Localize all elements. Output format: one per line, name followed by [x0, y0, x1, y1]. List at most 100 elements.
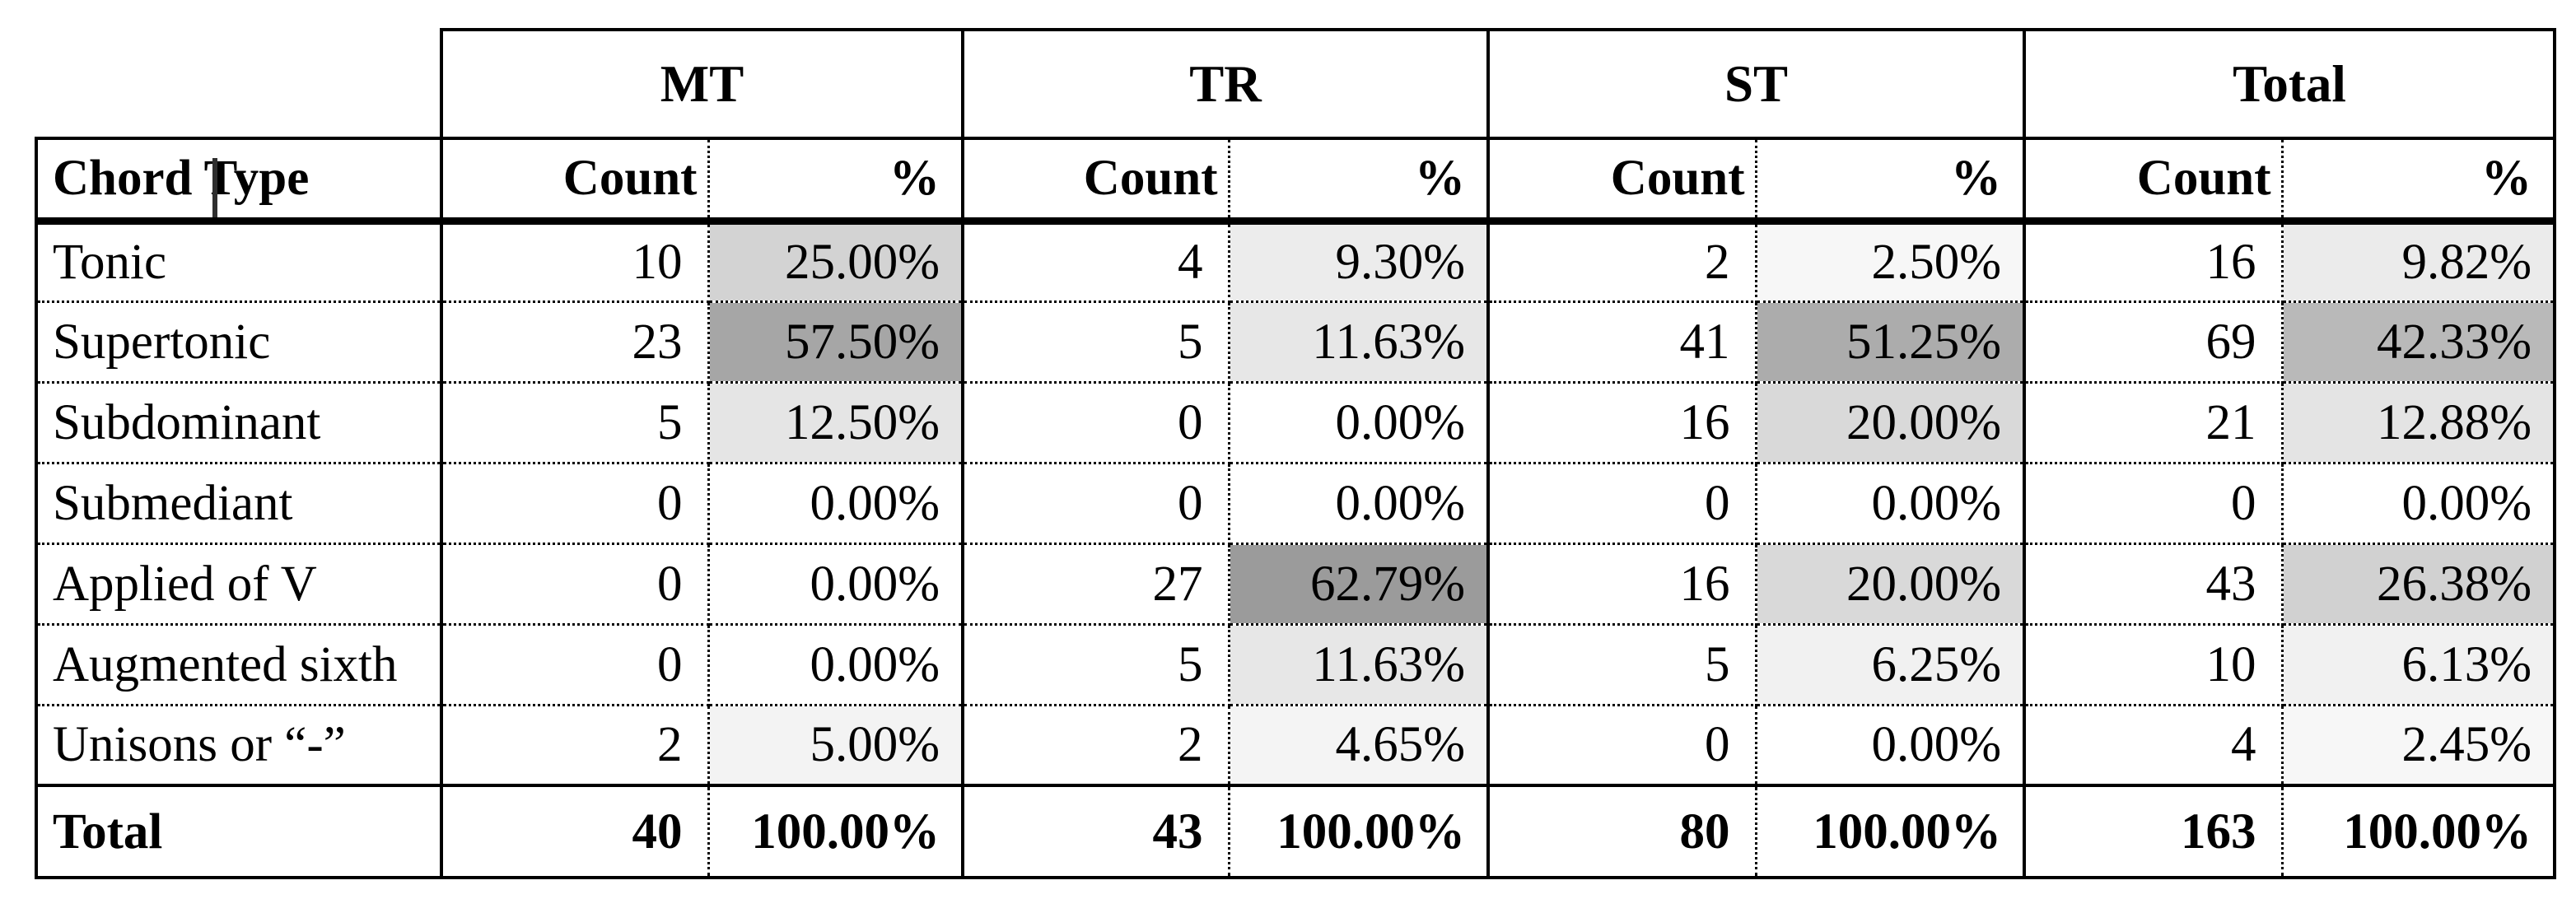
count-cell: 69 [2024, 301, 2284, 384]
row-label: Augmented sixth [35, 624, 443, 706]
chord-type-frequency-table: MT TR ST Total Chord Type Count % Count … [35, 28, 2557, 879]
percent-cell: 4.65% [1229, 705, 1491, 787]
percent-cell: 0.00% [708, 463, 965, 545]
count-cell: 2 [441, 705, 710, 787]
count-cell: 0 [963, 463, 1230, 545]
count-cell: 0 [963, 382, 1230, 464]
group-header-st: ST [1486, 28, 2027, 140]
count-cell: 41 [1488, 301, 1757, 384]
count-cell: 0 [441, 624, 710, 706]
corner-empty-cell [36, 30, 441, 138]
percent-cell: 26.38% [2282, 543, 2557, 626]
group-header-row: MT TR ST Total [36, 28, 2557, 140]
percent-cell: 20.00% [1756, 543, 2027, 626]
count-cell: 4 [963, 221, 1230, 303]
count-cell: 16 [2024, 221, 2284, 303]
row-label: Subdominant [35, 382, 443, 464]
st-percent-header: % [1756, 137, 2027, 225]
percent-cell: 42.33% [2282, 301, 2557, 384]
percent-cell: 0.00% [708, 543, 965, 626]
tr-percent-header: % [1229, 137, 1491, 225]
count-cell: 5 [963, 301, 1230, 384]
percent-cell: 51.25% [1756, 301, 2027, 384]
total-count-header: Count [2024, 137, 2284, 225]
percent-cell: 11.63% [1229, 624, 1491, 706]
count-cell: 27 [963, 543, 1230, 626]
percent-cell: 0.00% [1229, 463, 1491, 545]
total-row: Total 40 100.00% 43 100.00% 80 100.00% 1… [35, 784, 2557, 879]
percent-cell: 0.00% [1229, 382, 1491, 464]
total-percent-cell: 100.00% [2282, 784, 2557, 879]
mt-percent-header: % [708, 137, 965, 225]
total-percent-cell: 100.00% [1756, 784, 2027, 879]
total-count-cell: 40 [441, 784, 710, 879]
row-label: Supertonic [35, 301, 443, 384]
percent-cell: 6.25% [1756, 624, 2027, 706]
percent-cell: 2.50% [1756, 221, 2027, 303]
total-count-cell: 80 [1488, 784, 1757, 879]
mt-count-header: Count [441, 137, 710, 225]
total-count-cell: 163 [2024, 784, 2284, 879]
count-cell: 0 [441, 543, 710, 626]
count-cell: 4 [2024, 705, 2284, 787]
count-cell: 5 [963, 624, 1230, 706]
percent-cell: 5.00% [708, 705, 965, 787]
group-header-total: Total [2023, 28, 2557, 140]
tr-count-header: Count [963, 137, 1230, 225]
total-count-cell: 43 [963, 784, 1230, 879]
text-cursor [212, 158, 217, 213]
table-row: Augmented sixth 0 0.00% 5 11.63% 5 6.25%… [35, 624, 2557, 706]
percent-cell: 0.00% [2282, 463, 2557, 545]
count-cell: 10 [441, 221, 710, 303]
percent-cell: 0.00% [1756, 463, 2027, 545]
count-cell: 5 [1488, 624, 1757, 706]
table-row: Tonic 10 25.00% 4 9.30% 2 2.50% 16 9.82% [35, 221, 2557, 303]
count-cell: 16 [1488, 382, 1757, 464]
percent-cell: 0.00% [708, 624, 965, 706]
percent-cell: 20.00% [1756, 382, 2027, 464]
percent-cell: 0.00% [1756, 705, 2027, 787]
count-cell: 16 [1488, 543, 1757, 626]
count-cell: 23 [441, 301, 710, 384]
count-cell: 5 [441, 382, 710, 464]
table-row: Subdominant 5 12.50% 0 0.00% 16 20.00% 2… [35, 382, 2557, 464]
row-label: Applied of V [35, 543, 443, 626]
percent-cell: 6.13% [2282, 624, 2557, 706]
group-header-tr: TR [961, 28, 1491, 140]
table-row: Applied of V 0 0.00% 27 62.79% 16 20.00%… [35, 543, 2557, 626]
percent-cell: 25.00% [708, 221, 965, 303]
chord-type-header: Chord Type [35, 137, 443, 225]
count-cell: 10 [2024, 624, 2284, 706]
total-percent-cell: 100.00% [708, 784, 965, 879]
total-percent-header: % [2282, 137, 2557, 225]
row-label: Tonic [35, 221, 443, 303]
total-row-label: Total [35, 784, 443, 879]
percent-cell: 2.45% [2282, 705, 2557, 787]
percent-cell: 11.63% [1229, 301, 1491, 384]
table-row: Submediant 0 0.00% 0 0.00% 0 0.00% 0 0.0… [35, 463, 2557, 545]
table-row: Supertonic 23 57.50% 5 11.63% 41 51.25% … [35, 301, 2557, 384]
group-header-mt: MT [439, 28, 965, 140]
table-row: Unisons or “-” 2 5.00% 2 4.65% 0 0.00% 4… [35, 705, 2557, 787]
count-cell: 0 [1488, 463, 1757, 545]
count-cell: 0 [2024, 463, 2284, 545]
row-label: Unisons or “-” [35, 705, 443, 787]
percent-cell: 9.30% [1229, 221, 1491, 303]
count-cell: 21 [2024, 382, 2284, 464]
chord-type-header-label: Chord Type [53, 151, 310, 207]
percent-cell: 9.82% [2282, 221, 2557, 303]
percent-cell: 12.50% [708, 382, 965, 464]
row-label: Submediant [35, 463, 443, 545]
percent-cell: 57.50% [708, 301, 965, 384]
percent-cell: 62.79% [1229, 543, 1491, 626]
count-cell: 2 [1488, 221, 1757, 303]
count-cell: 0 [1488, 705, 1757, 787]
count-cell: 43 [2024, 543, 2284, 626]
count-cell: 0 [441, 463, 710, 545]
count-cell: 2 [963, 705, 1230, 787]
total-percent-cell: 100.00% [1229, 784, 1491, 879]
column-header-row: Chord Type Count % Count % Count % Count… [35, 137, 2557, 225]
percent-cell: 12.88% [2282, 382, 2557, 464]
st-count-header: Count [1488, 137, 1757, 225]
